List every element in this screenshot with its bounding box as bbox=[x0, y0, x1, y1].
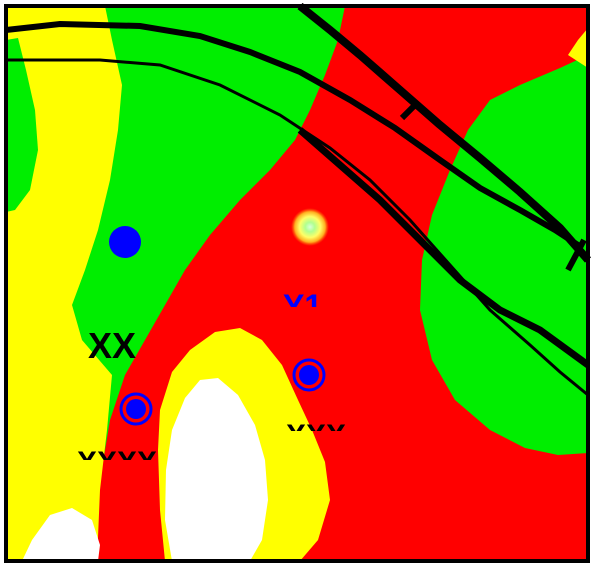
label-xxx: XXX bbox=[286, 421, 346, 431]
green-zone-east bbox=[420, 55, 588, 455]
ringed-marker-y1[interactable] bbox=[292, 358, 326, 392]
ringed-marker-xxxx[interactable] bbox=[119, 392, 153, 426]
road-secondary-thin bbox=[6, 58, 589, 397]
road-tick-north bbox=[399, 99, 421, 121]
label-y1: Y1 bbox=[283, 290, 322, 307]
yellow-zone-northeast bbox=[568, 28, 588, 68]
road-diagonal-thick bbox=[297, 2, 592, 263]
road-tick-east bbox=[565, 238, 587, 272]
road-main-thick bbox=[5, 20, 580, 248]
map-frame bbox=[4, 4, 590, 563]
white-zone-southwest bbox=[22, 508, 100, 561]
green-zone-edge bbox=[6, 38, 38, 212]
label-xx: XX bbox=[88, 328, 137, 364]
blue-dot-marker[interactable] bbox=[109, 226, 141, 258]
white-zone-central bbox=[165, 378, 268, 561]
glowing-point-marker[interactable] bbox=[291, 208, 329, 246]
road-diagonal-lower bbox=[297, 127, 591, 368]
label-xxxx: XXXX bbox=[77, 448, 157, 460]
